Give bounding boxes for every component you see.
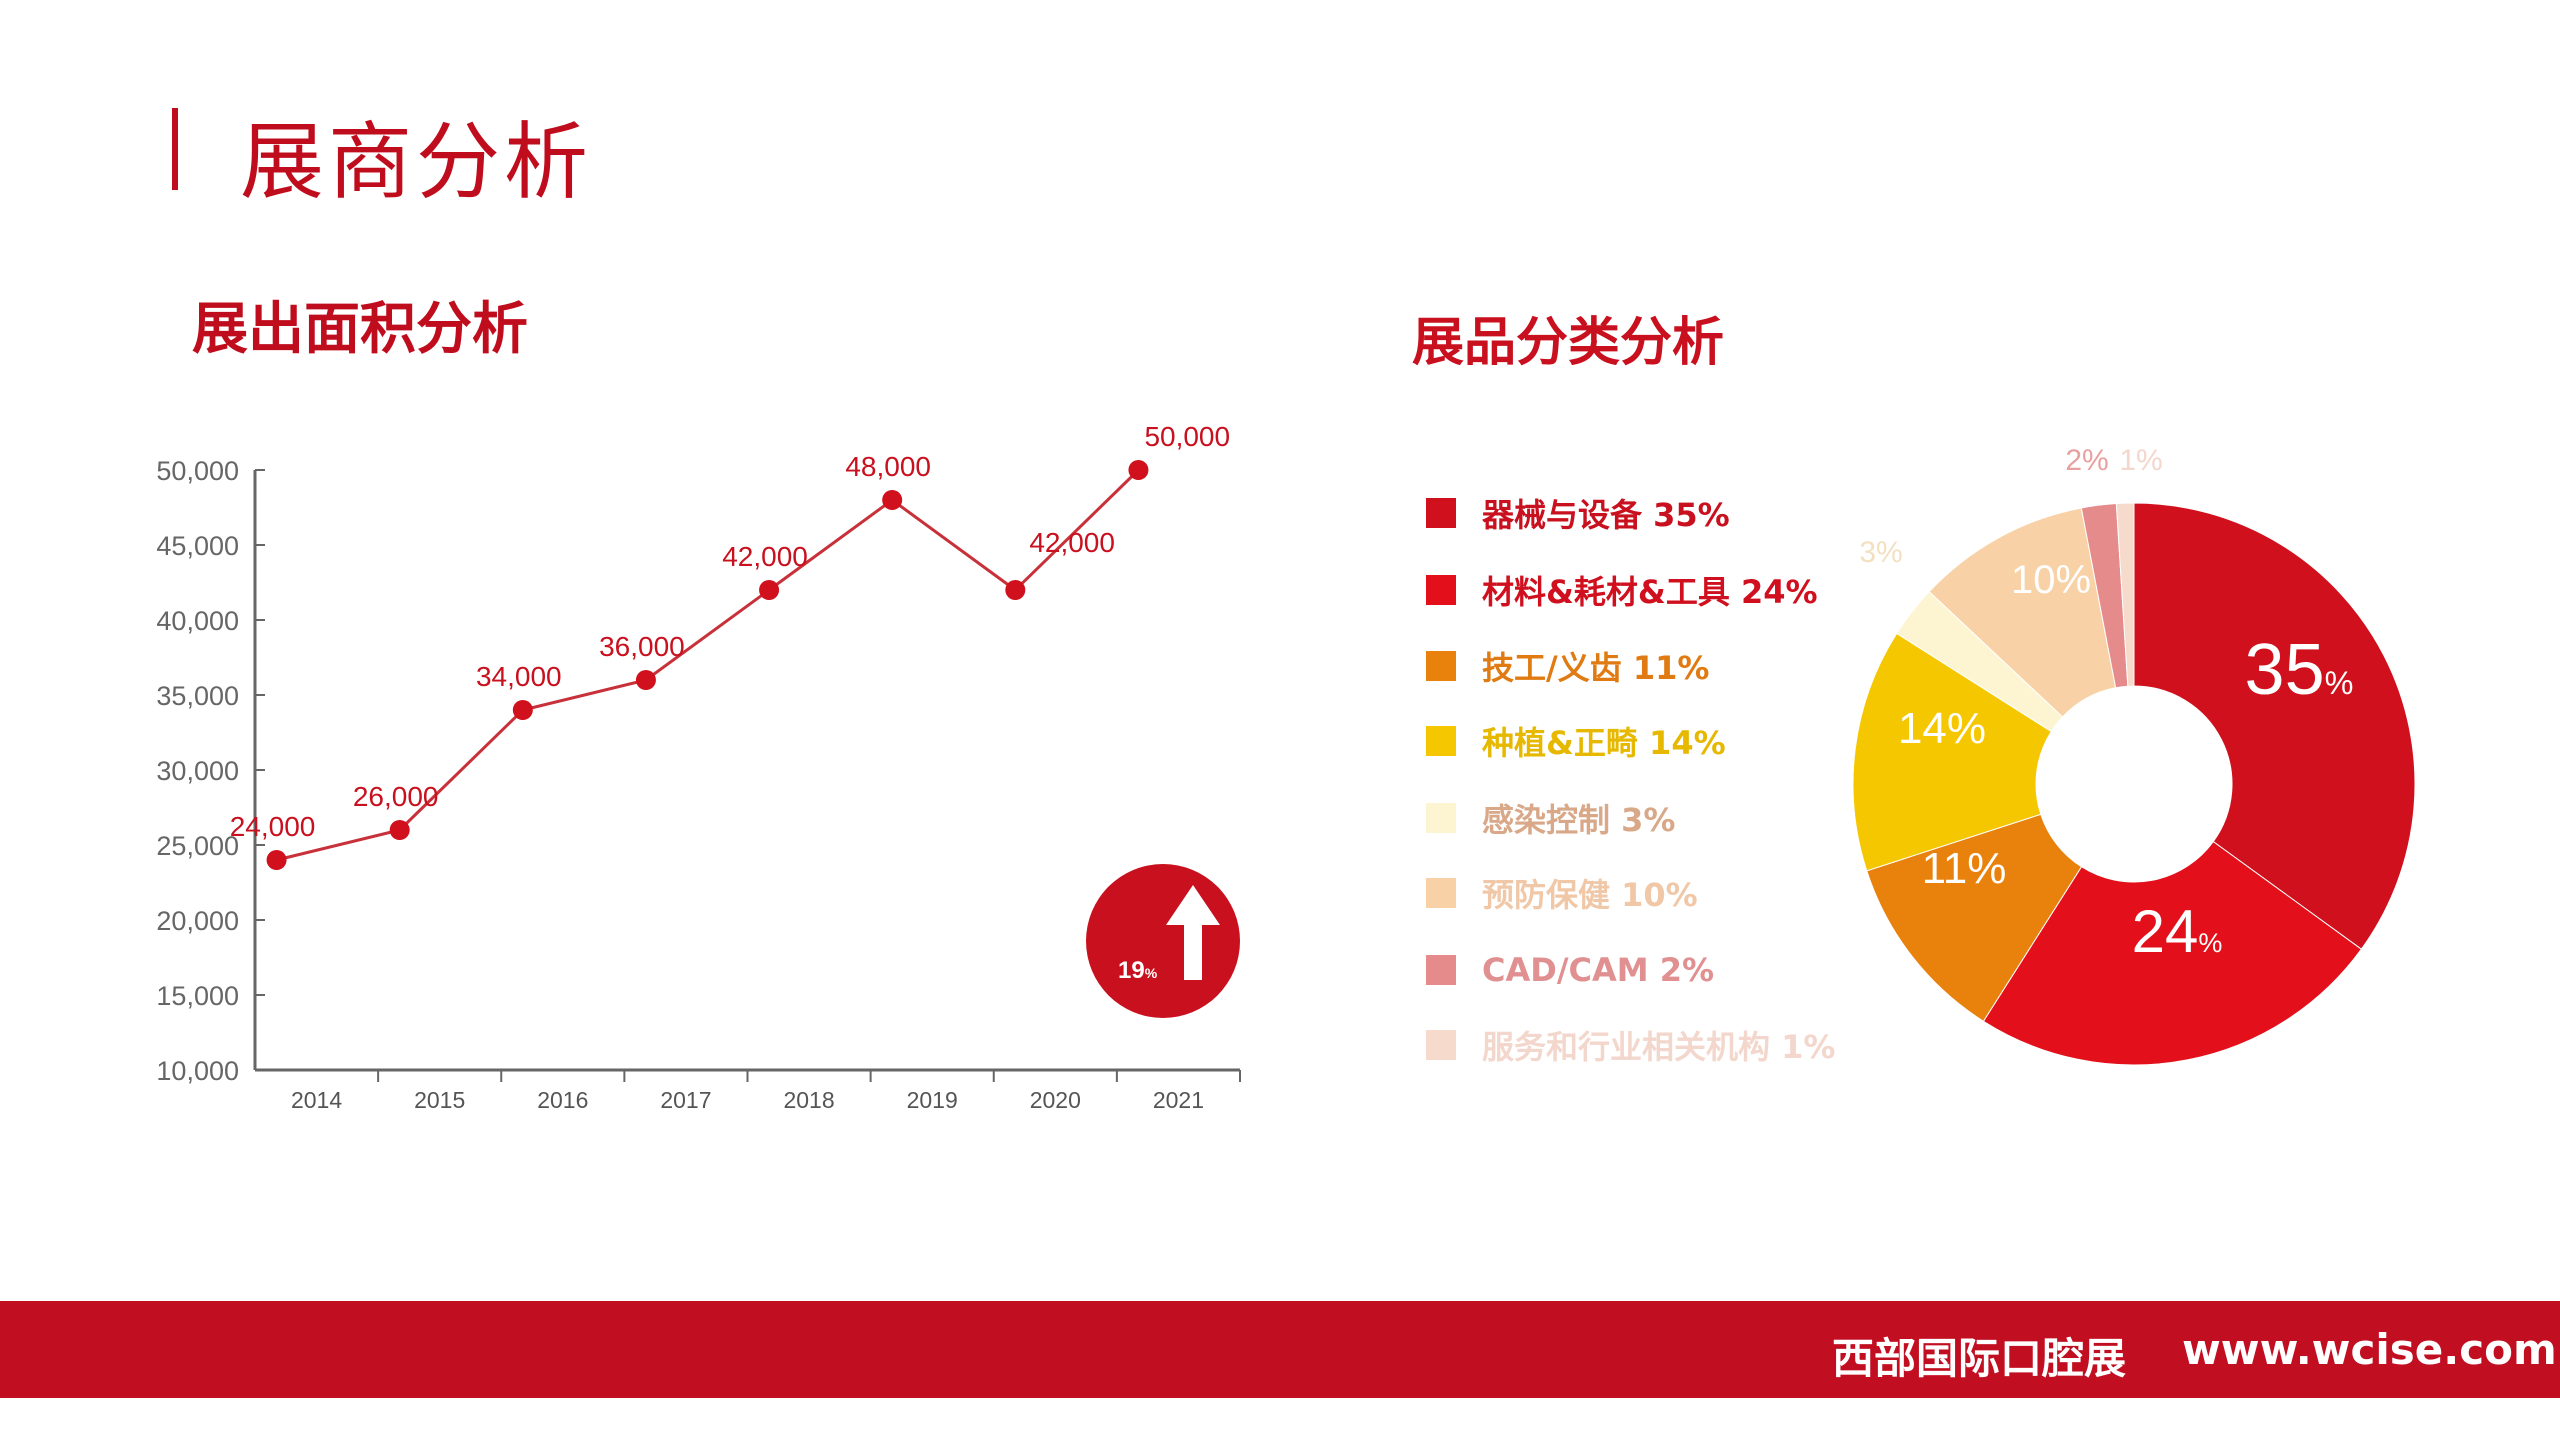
y-tick-label: 40,000 (156, 606, 239, 636)
slice-label: 10% (2011, 558, 2091, 602)
slice-value: 11% (1922, 844, 2007, 893)
slice-value: 3% (1859, 536, 1902, 569)
x-tick-label: 2020 (1030, 1087, 1081, 1113)
badge-unit: % (1145, 965, 1158, 981)
legend-swatch (1426, 1030, 1456, 1060)
legend-item: CAD/CAM 2% (1426, 950, 1714, 990)
legend-item: 服务和行业相关机构 1% (1426, 1025, 1836, 1066)
y-tick-label: 15,000 (156, 981, 239, 1011)
donut-slice (1852, 632, 2052, 872)
legend-label: 器械与设备 35% (1482, 496, 1730, 534)
donut-slice (2133, 502, 2416, 950)
data-line (276, 468, 1140, 862)
slice-label: 35% (2245, 630, 2354, 710)
y-tick-label: 25,000 (156, 831, 239, 861)
data-label: 50,000 (1144, 421, 1230, 452)
data-point (1005, 580, 1026, 600)
y-tick-label: 20,000 (156, 906, 239, 936)
x-tick-label: 2017 (660, 1087, 711, 1113)
data-label: 24,000 (230, 811, 316, 842)
legend-item: 预防保健 10% (1426, 873, 1698, 914)
slice-label: 2% (2065, 444, 2108, 477)
growth-badge: 19% (1086, 864, 1240, 1018)
legend-swatch (1426, 955, 1456, 985)
slice-value: 24 (2132, 898, 2199, 965)
data-point (882, 490, 903, 510)
data-point (266, 850, 287, 870)
x-tick-label: 2016 (537, 1087, 588, 1113)
legend-item: 器械与设备 35% (1426, 493, 1730, 534)
legend-label: 材料&耗材&工具 24% (1482, 573, 1818, 611)
data-label: 26,000 (353, 781, 439, 812)
slice-value: 10% (2011, 558, 2091, 602)
donut-slice (1866, 813, 2083, 1022)
title-accent-bar (172, 108, 178, 190)
slice-label: 14% (1898, 704, 1986, 753)
legend-swatch (1426, 803, 1456, 833)
footer-organizer-name: 西部国际口腔展 (1832, 1334, 2127, 1383)
slice-value: 2% (2065, 444, 2108, 477)
legend-item: 感染控制 3% (1426, 798, 1676, 839)
slice-value: 14% (1898, 704, 1986, 753)
donut-slice (2115, 502, 2135, 687)
data-point (1128, 460, 1149, 480)
data-point (512, 700, 533, 720)
donut-slice (1928, 507, 2117, 718)
legend-label: 技工/义齿 11% (1482, 649, 1710, 687)
x-tick-label: 2018 (783, 1087, 834, 1113)
slice-value: 1% (2119, 444, 2162, 477)
pie-chart-title: 展品分类分析 (1412, 313, 1725, 373)
legend-swatch (1426, 498, 1456, 528)
y-tick-label: 50,000 (156, 456, 239, 486)
data-label: 42,000 (722, 541, 808, 572)
y-tick-label: 45,000 (156, 531, 239, 561)
data-label: 48,000 (845, 451, 931, 482)
legend-label: 预防保健 10% (1482, 876, 1698, 914)
slice-label: 11% (1922, 844, 2007, 893)
slice-label: 1% (2119, 444, 2162, 477)
badge-number: 19 (1118, 957, 1145, 984)
slice-value: 35 (2245, 630, 2325, 710)
badge-value: 19% (1118, 957, 1158, 984)
x-tick-label: 2021 (1153, 1087, 1204, 1113)
legend-swatch (1426, 575, 1456, 605)
slice-percent-sign: % (2325, 665, 2354, 701)
line-chart-title: 展出面积分析 (192, 297, 528, 362)
legend-label: 种植&正畸 14% (1482, 724, 1726, 762)
y-tick-label: 10,000 (156, 1056, 239, 1086)
arrow-up-icon (1166, 885, 1220, 980)
footer-website-link[interactable]: www.wcise.com (2182, 1325, 2557, 1374)
legend-label: 感染控制 3% (1482, 801, 1676, 839)
data-label: 42,000 (1029, 527, 1115, 558)
footer-bar (0, 1301, 2560, 1398)
donut-chart: 35%24%11%14%3%10%2% 1% (1852, 444, 2416, 1066)
data-point (389, 820, 410, 840)
legend-item: 材料&耗材&工具 24% (1426, 570, 1818, 611)
line-chart: 10,000 15,000 20,000 25,000 30,000 35,000 40,0… (156, 421, 1241, 1113)
legend-swatch (1426, 651, 1456, 681)
x-tick-label: 2014 (291, 1087, 342, 1113)
slice-label: 3% (1859, 536, 1902, 569)
y-tick-label: 35,000 (156, 681, 239, 711)
data-label: 36,000 (599, 631, 685, 662)
data-point (635, 670, 656, 690)
data-point (759, 580, 780, 600)
donut-slice (1982, 840, 2363, 1066)
slice-label: 24% (2132, 898, 2223, 965)
x-tick-label: 2015 (414, 1087, 465, 1113)
legend-swatch (1426, 726, 1456, 756)
slice-percent-sign: % (2198, 928, 2222, 958)
y-tick-label: 30,000 (156, 756, 239, 786)
x-tick-label: 2019 (907, 1087, 958, 1113)
legend-label: CAD/CAM 2% (1482, 951, 1715, 989)
legend-label: 服务和行业相关机构 1% (1482, 1028, 1836, 1066)
badge-circle (1086, 864, 1240, 1018)
legend-swatch (1426, 878, 1456, 908)
legend-item: 种植&正畸 14% (1426, 721, 1726, 762)
legend-item: 技工/义齿 11% (1426, 646, 1710, 687)
data-label: 34,000 (476, 661, 562, 692)
page-title: 展商分析 (240, 113, 593, 211)
